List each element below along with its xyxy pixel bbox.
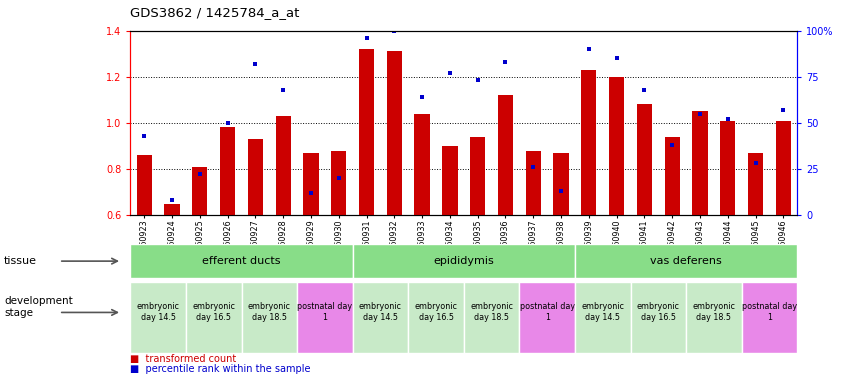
Text: embryonic
day 16.5: embryonic day 16.5	[637, 302, 680, 322]
Bar	[136, 155, 152, 215]
Bar	[470, 137, 485, 215]
Text: embryonic
day 18.5: embryonic day 18.5	[470, 302, 513, 322]
Text: embryonic
day 16.5: embryonic day 16.5	[415, 302, 458, 322]
Bar	[387, 51, 402, 215]
Text: embryonic
day 18.5: embryonic day 18.5	[692, 302, 735, 322]
Text: embryonic
day 14.5: embryonic day 14.5	[359, 302, 402, 322]
Bar	[304, 153, 319, 215]
Text: ■  percentile rank within the sample: ■ percentile rank within the sample	[130, 364, 311, 374]
Text: ■  transformed count: ■ transformed count	[130, 354, 236, 364]
Text: vas deferens: vas deferens	[650, 256, 722, 266]
Bar	[331, 151, 346, 215]
Bar	[692, 111, 707, 215]
Bar	[664, 137, 680, 215]
Text: efferent ducts: efferent ducts	[202, 256, 281, 266]
Text: development
stage: development stage	[4, 296, 73, 318]
Bar	[609, 77, 624, 215]
Bar	[498, 95, 513, 215]
Bar	[775, 121, 791, 215]
Bar	[553, 153, 569, 215]
Bar	[164, 204, 180, 215]
Text: postnatal day
1: postnatal day 1	[298, 302, 352, 322]
Text: epididymis: epididymis	[433, 256, 495, 266]
Text: embryonic
day 16.5: embryonic day 16.5	[193, 302, 235, 322]
Text: tissue: tissue	[4, 256, 37, 266]
Bar	[637, 104, 652, 215]
Bar	[220, 127, 235, 215]
Bar	[248, 139, 263, 215]
Text: embryonic
day 14.5: embryonic day 14.5	[581, 302, 624, 322]
Bar	[193, 167, 208, 215]
Bar	[526, 151, 541, 215]
Bar	[748, 153, 764, 215]
Bar	[442, 146, 458, 215]
Bar	[276, 116, 291, 215]
Text: embryonic
day 14.5: embryonic day 14.5	[136, 302, 180, 322]
Text: GDS3862 / 1425784_a_at: GDS3862 / 1425784_a_at	[130, 6, 299, 19]
Text: postnatal day
1: postnatal day 1	[520, 302, 574, 322]
Bar	[415, 114, 430, 215]
Bar	[359, 49, 374, 215]
Text: embryonic
day 18.5: embryonic day 18.5	[248, 302, 291, 322]
Bar	[581, 70, 596, 215]
Bar	[720, 121, 735, 215]
Text: postnatal day
1: postnatal day 1	[742, 302, 797, 322]
